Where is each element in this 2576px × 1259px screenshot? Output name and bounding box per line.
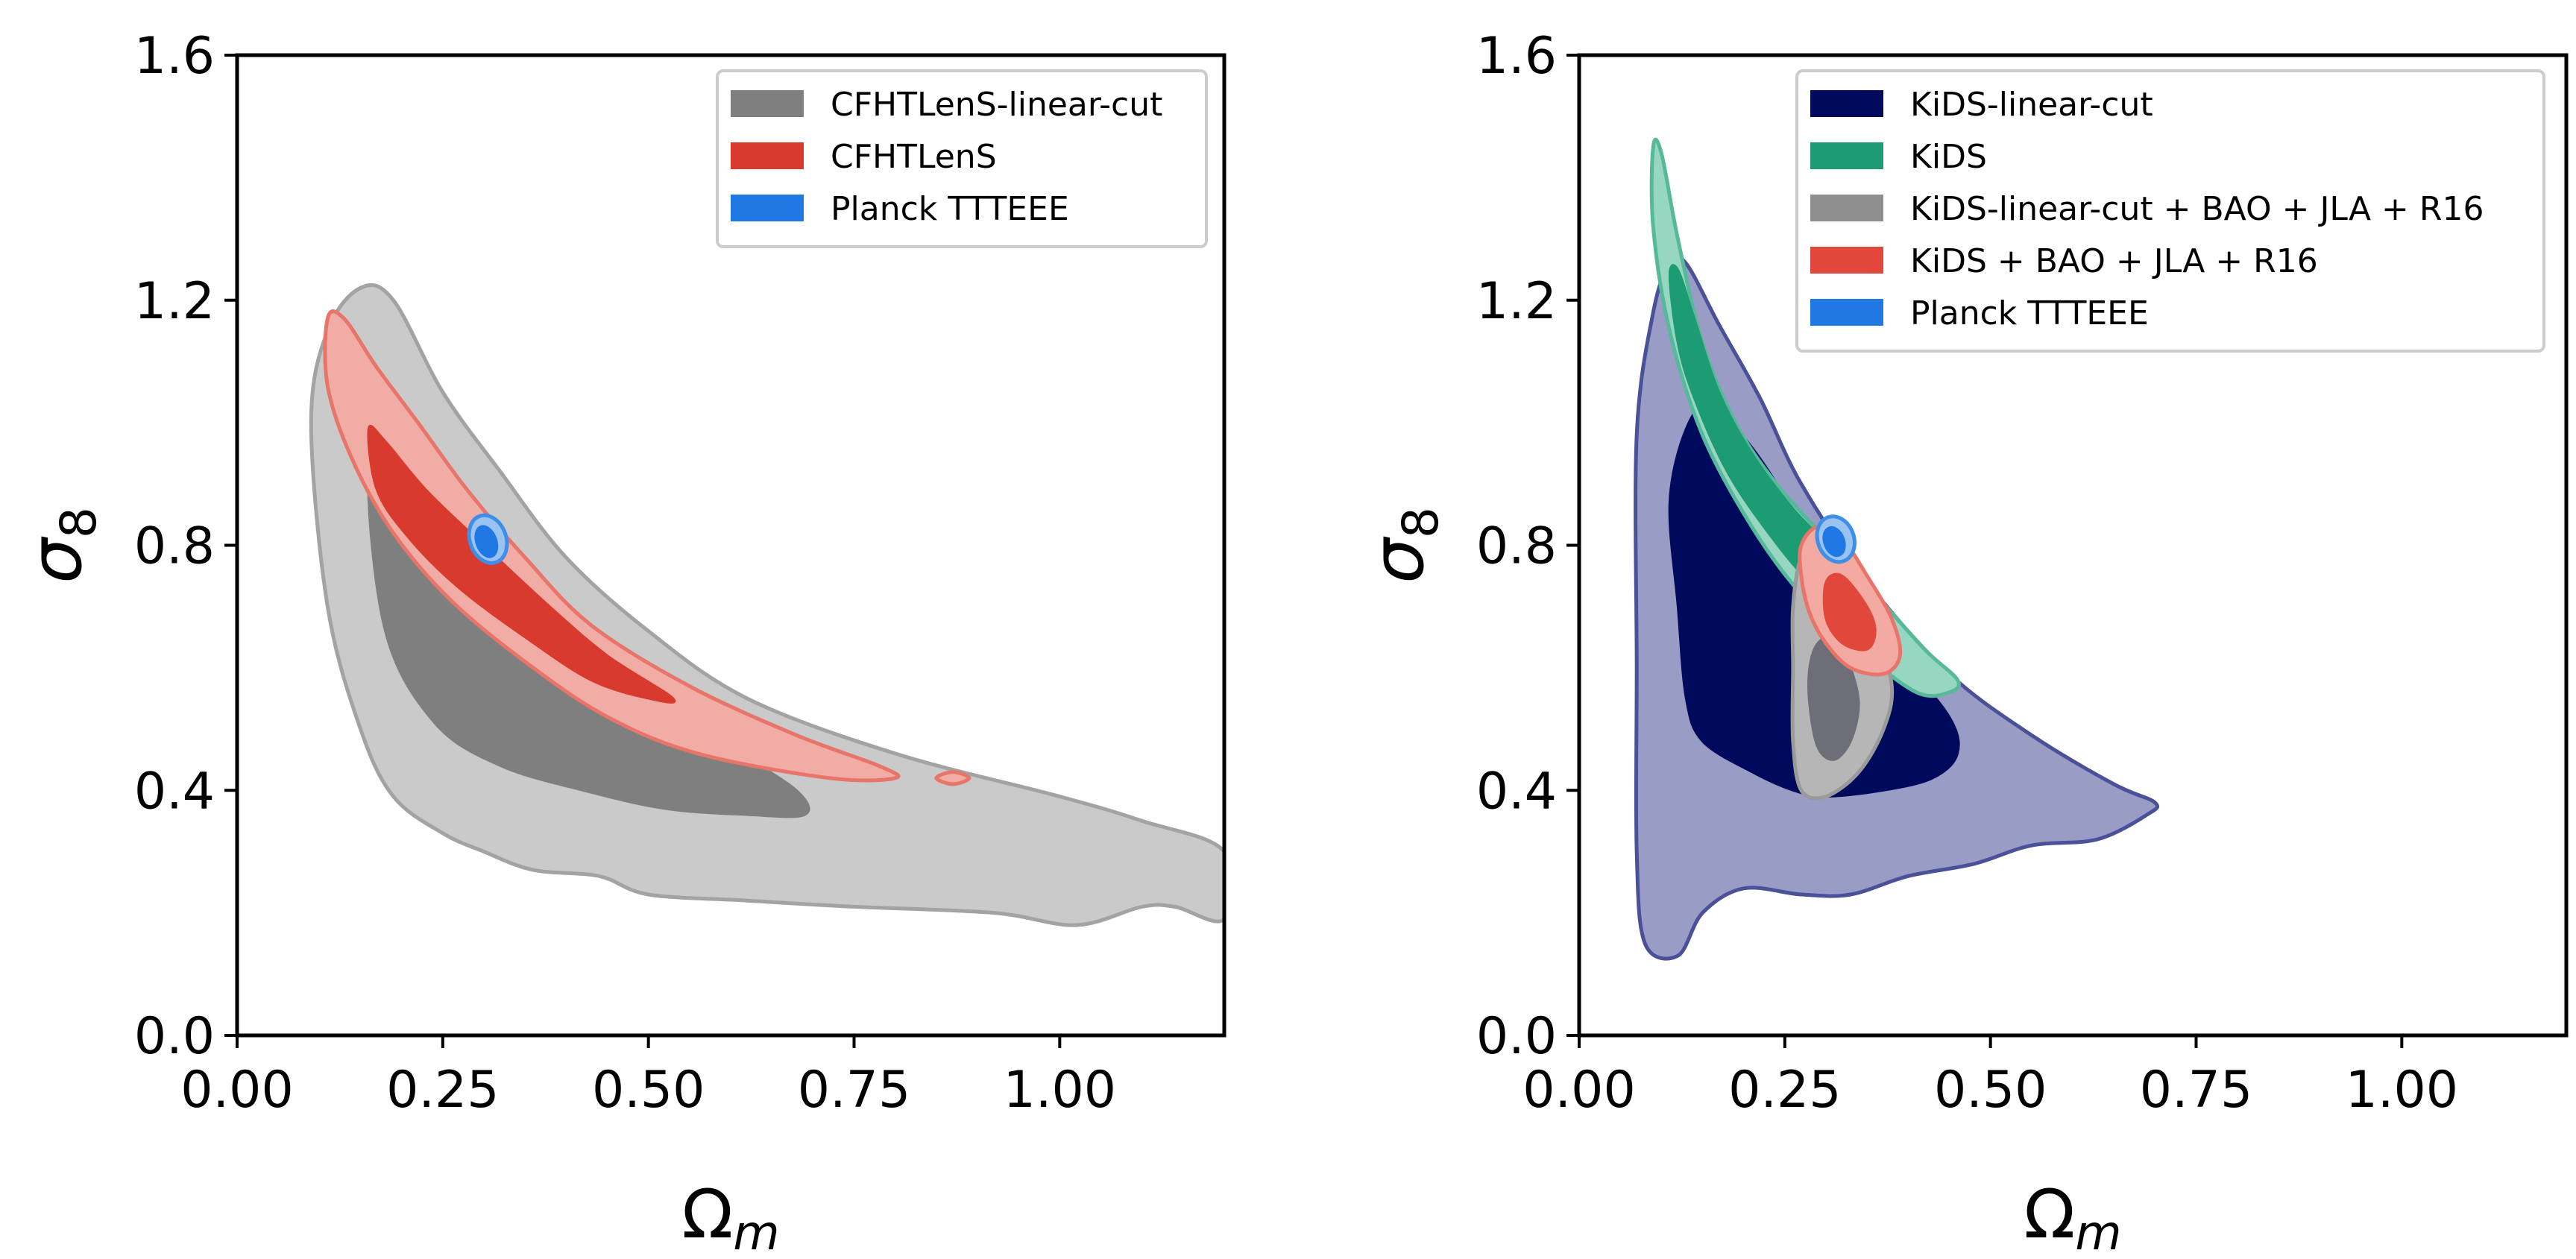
left-panel: 0.00 0.25 0.50 0.75 1.00 0.0 0.4 0.8 1.2 1.6 Ωm σ8 C…: [14, 27, 1226, 1259]
legend-label-planck-ttteee: Planck TTTEEE: [831, 190, 1069, 228]
x-tick-label: 0.00: [180, 1061, 293, 1120]
x-tick-label: 0.50: [1934, 1061, 2047, 1120]
legend-label-kids: KiDS: [1910, 138, 1987, 176]
y-tick-label: 1.2: [134, 272, 215, 331]
x-axis-label: Ωm: [2024, 1176, 2121, 1259]
series-planck-ttteee: [1815, 514, 1857, 564]
contour-68-kids-bao-jla-r16: [1822, 572, 1877, 651]
right-panel: 0.00 0.25 0.50 0.75 1.00 0.0 0.4 0.8 1.2 1.6 Ωm σ8 K…: [1356, 27, 2569, 1259]
x-tick-label: 0.00: [1522, 1061, 1635, 1120]
y-axis-label: σ8: [14, 507, 107, 584]
legend: CFHTLenS-linear-cut CFHTLenS Planck TTTEEE: [716, 69, 1208, 248]
contour-68-planck-ttteee: [474, 525, 499, 558]
x-tick-label: 0.25: [386, 1061, 499, 1120]
legend: KiDS-linear-cut KiDS KiDS-linear-cut + BAO…: [1795, 69, 2545, 353]
legend-swatch-kids-linear-cut: [1810, 90, 1883, 117]
y-tick-label: 1.6: [1476, 27, 1557, 86]
legend-label-cfhtlens: CFHTLenS: [831, 138, 997, 176]
y-tick-label: 1.2: [1476, 272, 1557, 331]
y-tick-label: 0.8: [1476, 517, 1557, 576]
x-tick-label: 0.25: [1728, 1061, 1841, 1120]
series-planck-ttteee: [467, 513, 509, 565]
legend-box: [1795, 69, 2545, 353]
legend-label-kids-linear-cut: KiDS-linear-cut: [1910, 86, 2153, 124]
plot-area: [1634, 137, 2160, 961]
x-tick-label: 0.75: [2140, 1061, 2252, 1120]
x-axis-label: Ωm: [681, 1176, 779, 1259]
legend-label-kids-linear-cut-bao-jla-r16: KiDS-linear-cut + BAO + JLA + R16: [1910, 190, 2484, 228]
legend-swatch-planck-ttteee: [1810, 299, 1883, 326]
contour-95-island-cfhtlens: [934, 770, 971, 786]
legend-swatch-kids: [1810, 142, 1883, 169]
contour-68-cfhtlens: [367, 424, 676, 704]
x-tick-label: 0.50: [592, 1061, 705, 1120]
legend-swatch-planck-ttteee: [731, 195, 804, 221]
y-tick-label: 1.6: [134, 27, 215, 86]
legend-label-kids-bao-jla-r16: KiDS + BAO + JLA + R16: [1910, 242, 2318, 280]
legend-swatch-cfhtlens-linear-cut: [731, 90, 804, 117]
legend-label-cfhtlens-linear-cut: CFHTLenS-linear-cut: [831, 86, 1162, 124]
x-tick-label: 1.00: [1004, 1061, 1116, 1120]
legend-label-planck-ttteee: Planck TTTEEE: [1910, 294, 2149, 332]
legend-swatch-kids-bao-jla-r16: [1810, 247, 1883, 274]
plot-area: [309, 283, 1224, 927]
legend-box: [716, 69, 1208, 248]
x-tick-label: 0.75: [798, 1061, 910, 1120]
contour-68-planck-ttteee: [1822, 526, 1846, 558]
x-tick-label: 1.00: [2346, 1061, 2458, 1120]
legend-swatch-kids-linear-cut-bao-jla-r16: [1810, 195, 1883, 221]
series-cfhtlens: [323, 309, 971, 786]
y-axis-label: σ8: [1356, 507, 1449, 584]
legend-swatch-cfhtlens: [731, 142, 804, 169]
y-tick-label: 0.0: [134, 1007, 215, 1066]
y-tick-label: 0.8: [134, 517, 215, 576]
y-tick-label: 0.4: [1476, 762, 1557, 821]
y-tick-label: 0.0: [1476, 1007, 1557, 1066]
series-kids-bao-jla-r16: [1798, 525, 1903, 677]
y-tick-label: 0.4: [134, 762, 215, 821]
